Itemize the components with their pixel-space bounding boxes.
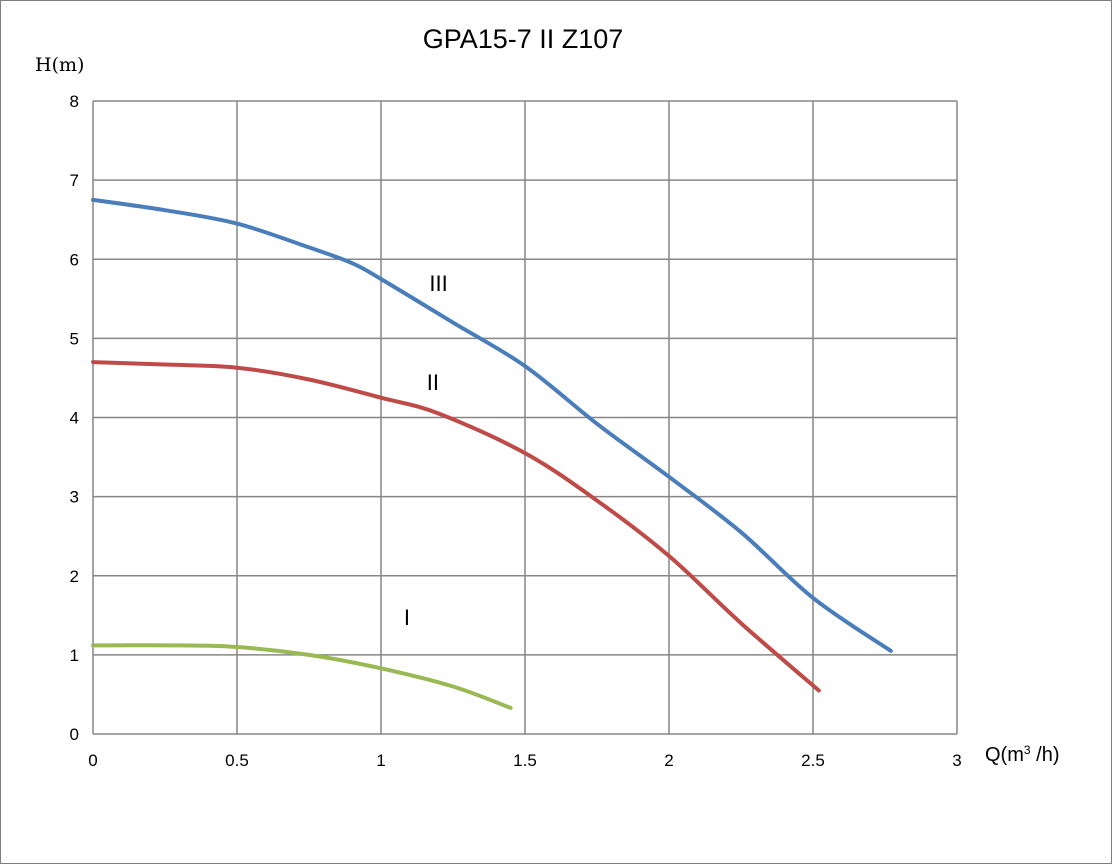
y-axis-label: H(m) (35, 54, 84, 76)
y-tick-label-6: 6 (70, 250, 79, 269)
y-tick-label-4: 4 (70, 409, 79, 428)
chart-title: GPA15-7 II Z107 (423, 24, 624, 54)
x-tick-label-3: 1.5 (513, 751, 537, 770)
x-tick-label-4: 2 (664, 751, 673, 770)
y-tick-labels: 0 1 2 3 4 5 6 7 8 (70, 92, 79, 744)
x-tick-label-1: 0.5 (225, 751, 249, 770)
gridlines (92, 100, 958, 735)
y-tick-label-2: 2 (70, 567, 79, 586)
y-tick-label-0: 0 (70, 725, 79, 744)
curve-III (91, 197, 893, 653)
y-tick-label-5: 5 (70, 329, 79, 348)
curve-label-II: II (427, 370, 439, 395)
y-tick-label-7: 7 (70, 171, 79, 190)
curve-label-III: III (429, 271, 447, 296)
x-axis-label-sup: 3 (1024, 743, 1031, 757)
x-axis-label-post: /h) (1031, 744, 1060, 766)
x-tick-label-5: 2.5 (801, 751, 825, 770)
curve-II (91, 360, 821, 693)
x-axis-label-pre: Q(m (985, 744, 1024, 766)
y-tick-label-8: 8 (70, 92, 79, 111)
x-tick-labels: 0 0.5 1 1.5 2 2.5 3 (88, 751, 961, 770)
y-tick-label-3: 3 (70, 488, 79, 507)
y-tick-label-1: 1 (70, 646, 79, 665)
x-tick-label-0: 0 (88, 751, 97, 770)
curve-label-I: I (404, 605, 410, 630)
curve-I (91, 643, 513, 710)
curves (91, 197, 893, 710)
x-axis-label: Q(m3 /h) (985, 743, 1059, 766)
x-tick-label-2: 1 (376, 751, 385, 770)
x-tick-label-6: 3 (952, 751, 961, 770)
